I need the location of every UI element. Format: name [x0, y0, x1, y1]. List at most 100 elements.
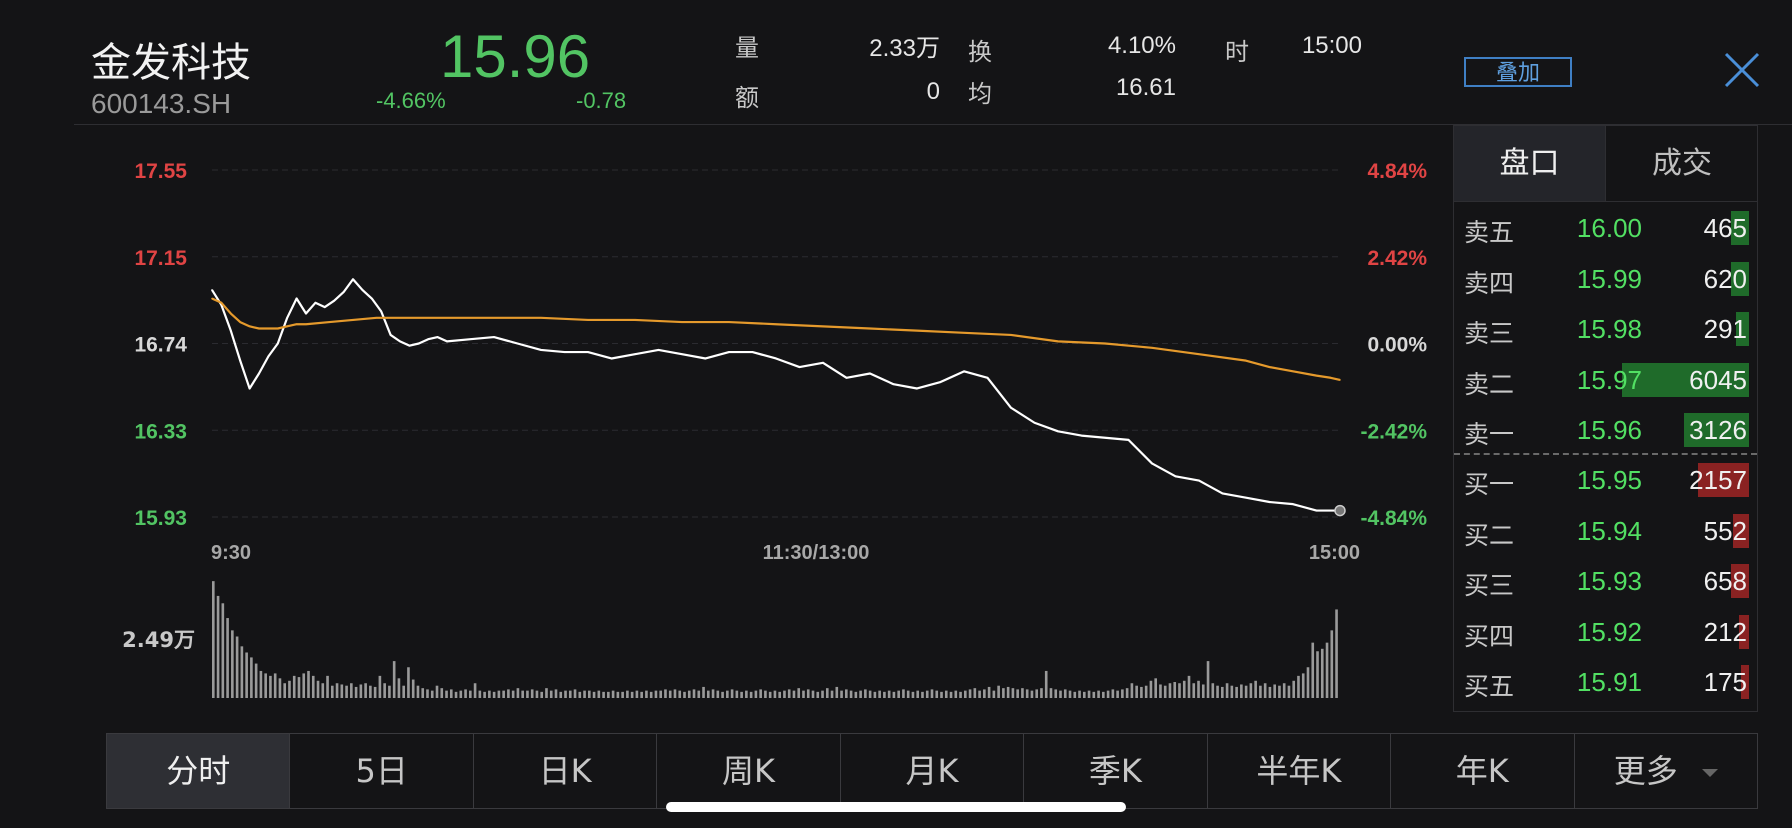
period-tab[interactable]: 月K	[841, 734, 1025, 808]
volume-bar	[745, 690, 748, 698]
volume-bar	[1268, 686, 1272, 698]
series-point	[324, 306, 326, 308]
volume-bar	[1325, 642, 1329, 698]
period-tab[interactable]: 5日	[290, 734, 474, 808]
y-pct-tick-label: 2.42%	[1367, 247, 1427, 270]
volume-bar	[1221, 686, 1224, 698]
series-point	[1104, 342, 1106, 345]
volume-bar	[221, 603, 225, 698]
volume-bar	[940, 691, 943, 698]
buy-volume: 2157	[1689, 465, 1747, 495]
period-tab[interactable]: 季K	[1024, 734, 1208, 808]
volume-bar	[1201, 684, 1205, 698]
volume-bar	[787, 689, 791, 698]
volume-bar	[1049, 688, 1053, 698]
series-point	[267, 355, 270, 358]
sell-order-row[interactable]: 卖三 15.98 291	[1454, 304, 1757, 355]
period-tab[interactable]: 更多	[1575, 734, 1757, 808]
header-divider	[74, 124, 1792, 125]
volume-bar	[440, 688, 444, 698]
period-tab[interactable]: 日K	[474, 734, 658, 808]
volume-bar	[307, 670, 310, 698]
buy-price: 15.91	[1576, 667, 1642, 697]
volume-bar	[930, 689, 934, 698]
buy-order-row[interactable]: 买五 15.91 175	[1454, 657, 1757, 708]
change-percent: -4.66%	[376, 88, 446, 113]
volume-bar	[507, 689, 510, 698]
volume-bar	[954, 690, 958, 698]
period-tab-label: 5日	[355, 752, 408, 790]
tab-order-book[interactable]: 盘口	[1454, 126, 1606, 202]
volume-bar	[1068, 690, 1072, 698]
volume-bar	[350, 683, 353, 698]
volume-bar	[364, 683, 367, 698]
buy-order-row[interactable]: 买二 15.94 552	[1454, 506, 1757, 557]
series-point	[493, 316, 495, 319]
intraday-chart[interactable]: 17.55 17.15 16.74 16.33 15.93 4.84% 2.42% 0.00…	[0, 125, 1450, 715]
volume-bar	[454, 691, 458, 698]
period-tab-label: 半年K	[1256, 752, 1342, 790]
volume-bar	[288, 680, 291, 698]
series-point	[516, 342, 519, 345]
volume-bar	[212, 581, 215, 698]
buy-order-row[interactable]: 买四 15.92 212	[1454, 607, 1757, 658]
volume-bar	[416, 685, 420, 698]
volume-bar	[783, 690, 786, 698]
series-point	[220, 302, 223, 304]
volume-bar	[402, 685, 405, 698]
volume-bar	[1263, 683, 1267, 698]
chevron-down-icon	[1701, 769, 1718, 777]
volume-bar	[1240, 684, 1243, 698]
series-point	[587, 319, 589, 321]
volume-bar	[245, 652, 248, 698]
buy-order-row[interactable]: 买一 15.95 2157	[1454, 455, 1757, 506]
buy-volume: 212	[1703, 616, 1747, 647]
buy-level-label: 买四	[1464, 621, 1515, 651]
period-tab[interactable]: 年K	[1391, 734, 1575, 808]
period-tab[interactable]: 分时	[107, 734, 291, 808]
volume-bar	[887, 690, 891, 698]
overlay-button[interactable]: 叠加	[1464, 57, 1572, 87]
y-tick-label: 16.74	[134, 334, 187, 357]
series-point	[892, 383, 895, 385]
volume-axis-label: 2.49万	[122, 628, 195, 652]
series-point	[1174, 475, 1177, 478]
volume-bar	[311, 675, 315, 698]
series-point	[1245, 496, 1247, 499]
period-tab[interactable]: 半年K	[1208, 734, 1392, 808]
volume-bar	[964, 690, 967, 698]
volume-bar	[849, 690, 853, 698]
series-point	[610, 357, 613, 360]
series-point	[286, 316, 289, 319]
sell-order-row[interactable]: 卖四 15.99 620	[1454, 254, 1757, 305]
series-point	[822, 325, 824, 328]
sell-order-row[interactable]: 卖五 16.00 465	[1454, 203, 1757, 254]
series-point	[1151, 462, 1153, 465]
sell-volume: 465	[1703, 213, 1747, 243]
sell-order-row[interactable]: 卖二 15.97 6045	[1454, 355, 1757, 406]
period-tabs: 分时 5日 日K 周K 月K 季K 半年K 年K 更多	[106, 733, 1758, 809]
series-point	[1268, 366, 1271, 368]
sell-price: 15.96	[1576, 415, 1642, 445]
volume-bar	[326, 675, 329, 698]
volume-bar	[921, 691, 924, 698]
period-tab[interactable]: 周K	[657, 734, 841, 808]
buy-volume-bar	[1730, 564, 1749, 598]
series-point	[446, 340, 448, 343]
period-tab-label: 更多	[1613, 752, 1678, 790]
buy-order-row[interactable]: 买三 15.93 658	[1454, 556, 1757, 607]
tab-trades[interactable]: 成交	[1606, 126, 1758, 202]
volume-bar	[845, 689, 848, 698]
volume-bar	[502, 690, 505, 698]
volume-bar	[568, 690, 572, 698]
volume-bar	[254, 663, 258, 698]
volume-bar	[1297, 675, 1300, 698]
close-icon[interactable]	[1722, 50, 1762, 90]
volume-bar	[354, 686, 358, 698]
amount-value: 0	[926, 78, 940, 105]
volume-bar	[1320, 648, 1324, 698]
sell-order-row[interactable]: 卖一 15.96 3126	[1454, 405, 1757, 456]
volume-bar	[806, 689, 810, 698]
buy-volume: 552	[1703, 515, 1747, 546]
y-pct-tick-label: -4.84%	[1360, 507, 1427, 530]
